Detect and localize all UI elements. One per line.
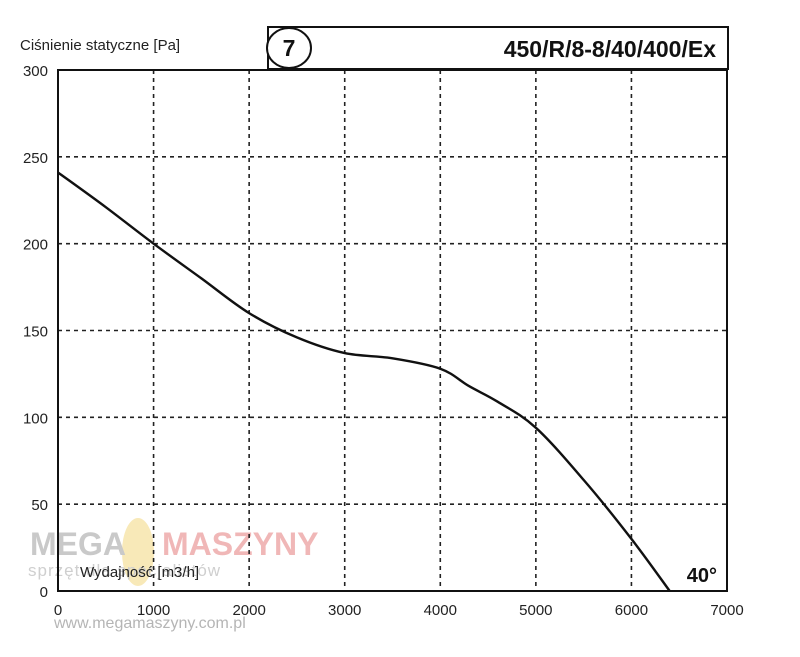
y-tick-label: 150 xyxy=(23,324,48,341)
watermark-url: www.megamaszyny.com.pl xyxy=(53,615,246,632)
x-tick-label: 6000 xyxy=(615,602,648,619)
watermark-brand-left: MEGA xyxy=(30,526,126,562)
model-number-circle xyxy=(266,27,312,69)
y-axis-title: Ciśnienie statyczne [Pa] xyxy=(20,37,180,54)
x-tick-label: 7000 xyxy=(710,602,743,619)
y-tick-label: 200 xyxy=(23,237,48,254)
grid xyxy=(58,70,727,591)
x-axis-title: Wydajność [m3/h] xyxy=(80,564,199,581)
y-tick-label: 250 xyxy=(23,150,48,167)
y-tick-label: 300 xyxy=(23,63,48,80)
performance-curve xyxy=(57,171,671,592)
ticks: 0 1000 2000 3000 4000 5000 6000 7000 0 50 100 150 20… xyxy=(23,63,744,619)
curves xyxy=(57,171,671,592)
model-name: 450/R/8-8/40/400/Ex xyxy=(504,36,716,62)
x-tick-label: 4000 xyxy=(424,602,457,619)
x-tick-label: 0 xyxy=(54,602,62,619)
watermark: MEGA MASZYNY sprzęt dla specjalistów www… xyxy=(28,518,318,632)
watermark-brand-right: MASZYNY xyxy=(162,526,318,562)
model-header: 7 450/R/8-8/40/400/Ex xyxy=(266,26,729,70)
x-tick-label: 1000 xyxy=(137,602,170,619)
x-tick-label: 5000 xyxy=(519,602,552,619)
y-tick-label: 50 xyxy=(31,497,48,514)
angle-label: 40° xyxy=(687,565,717,587)
x-tick-label: 3000 xyxy=(328,602,361,619)
watermark-tagline: sprzęt dla specjalistów xyxy=(28,561,221,580)
model-number: 7 xyxy=(283,35,296,61)
y-tick-label: 0 xyxy=(40,584,48,601)
x-tick-label: 2000 xyxy=(232,602,265,619)
y-tick-label: 100 xyxy=(23,410,48,427)
model-box xyxy=(267,26,729,70)
watermark-flame-icon xyxy=(122,518,154,586)
